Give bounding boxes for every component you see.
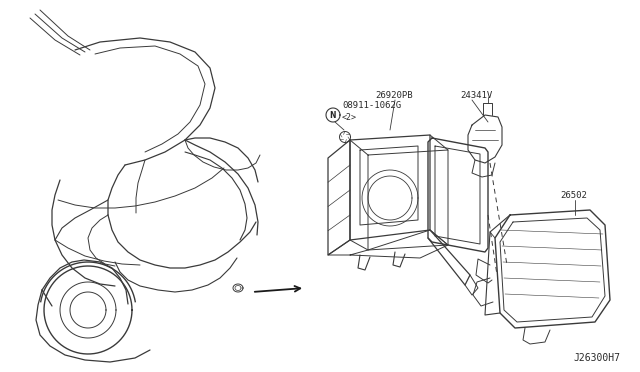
Text: 24341V: 24341V (460, 90, 492, 99)
Text: J26300H7: J26300H7 (573, 353, 620, 363)
Text: 26920PB: 26920PB (375, 90, 413, 99)
Text: N: N (330, 110, 336, 119)
Text: 26502: 26502 (560, 190, 587, 199)
Text: 08911-1062G: 08911-1062G (342, 100, 401, 109)
Text: <2>: <2> (342, 113, 357, 122)
